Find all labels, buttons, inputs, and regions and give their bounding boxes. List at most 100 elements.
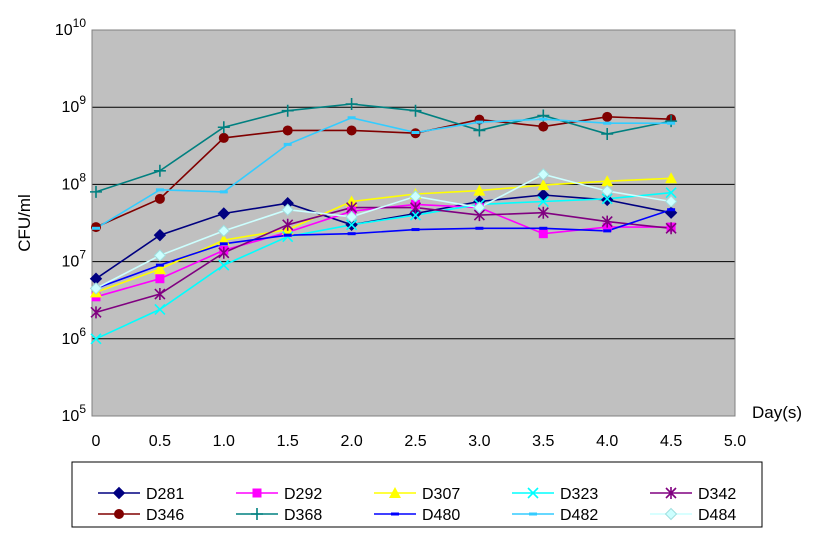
y-tick-label: 105 bbox=[62, 402, 87, 425]
x-tick-label: 0.5 bbox=[149, 433, 171, 450]
x-tick-label: 0 bbox=[92, 433, 101, 450]
x-axis-label: Day(s) bbox=[752, 403, 802, 422]
data-point-d484 bbox=[537, 168, 550, 181]
data-point-d480 bbox=[667, 208, 676, 212]
plot-frame bbox=[91, 29, 736, 417]
series-line-d342 bbox=[95, 206, 672, 314]
data-point-d484 bbox=[473, 201, 486, 214]
legend-label-d346: D346 bbox=[146, 507, 184, 524]
legend-label-d482: D482 bbox=[560, 507, 598, 524]
data-point-d307 bbox=[153, 263, 166, 275]
data-point-d323 bbox=[154, 303, 166, 316]
y-axis-label: CFU/ml bbox=[15, 194, 34, 252]
data-point-d484 bbox=[217, 224, 231, 238]
data-point-d323 bbox=[218, 259, 230, 271]
series-markers bbox=[89, 98, 678, 345]
data-point-d482 bbox=[411, 131, 420, 135]
data-point-d482 bbox=[347, 116, 356, 120]
data-point-d342 bbox=[409, 201, 422, 214]
data-point-d480 bbox=[539, 226, 548, 230]
x-tick-label: 1.5 bbox=[277, 433, 299, 450]
data-point-d323 bbox=[601, 193, 613, 205]
series-line-d323 bbox=[95, 191, 672, 340]
data-point-d323 bbox=[282, 231, 294, 243]
legend-marker-d482 bbox=[529, 512, 537, 516]
data-point-d342 bbox=[282, 218, 294, 231]
legend-label-d368: D368 bbox=[284, 507, 322, 524]
legend-marker-d346 bbox=[114, 509, 124, 519]
data-point-d484 bbox=[664, 195, 678, 208]
legend-marker-d342 bbox=[665, 487, 677, 499]
data-point-d368 bbox=[665, 115, 678, 128]
data-point-d307 bbox=[665, 172, 678, 184]
y-tick-base: 10 bbox=[62, 254, 80, 271]
y-tick-label: 109 bbox=[62, 93, 87, 116]
data-point-d482 bbox=[219, 190, 228, 194]
data-point-d368 bbox=[345, 98, 358, 111]
legend-marker-d307 bbox=[389, 487, 401, 498]
series-line-d482 bbox=[95, 116, 672, 229]
y-tick-base: 10 bbox=[62, 331, 80, 348]
series-lines bbox=[95, 103, 672, 340]
data-point-d307 bbox=[537, 179, 550, 191]
data-point-d342 bbox=[218, 246, 230, 259]
data-point-d323 bbox=[665, 187, 677, 199]
data-point-d342 bbox=[665, 222, 677, 235]
data-point-d480 bbox=[603, 229, 612, 233]
data-point-d484 bbox=[345, 210, 358, 224]
data-point-d482 bbox=[603, 121, 612, 125]
y-tick-label: 107 bbox=[62, 248, 87, 271]
y-tick-base: 10 bbox=[55, 22, 73, 39]
data-point-d480 bbox=[219, 242, 228, 246]
data-point-d346 bbox=[346, 125, 357, 136]
series-line-d480 bbox=[95, 208, 672, 290]
data-point-d342 bbox=[90, 306, 102, 319]
data-point-d482 bbox=[539, 117, 548, 121]
data-point-d482 bbox=[667, 121, 676, 125]
data-point-d480 bbox=[411, 228, 420, 232]
legend-label-d480: D480 bbox=[422, 507, 460, 524]
legend: D281 D292 D307 D323 D342 D346 D368 D480 D482 D484 bbox=[98, 486, 736, 524]
legend-label-d292: D292 bbox=[284, 486, 322, 503]
legend-label-d484: D484 bbox=[698, 507, 736, 524]
series-line-d368 bbox=[95, 103, 672, 193]
y-tick-label: 1010 bbox=[55, 16, 86, 39]
data-point-d323 bbox=[90, 333, 102, 345]
x-tick-label: 2.0 bbox=[340, 433, 362, 450]
x-tick-label: 5.0 bbox=[724, 433, 746, 450]
data-point-d281 bbox=[217, 207, 231, 220]
legend-marker-d281 bbox=[112, 486, 126, 500]
x-tick-label: 3.0 bbox=[468, 433, 490, 450]
legend-marker-d480 bbox=[391, 512, 399, 516]
y-tick-base: 10 bbox=[62, 408, 80, 425]
data-point-d482 bbox=[283, 142, 292, 146]
data-point-d480 bbox=[155, 263, 164, 267]
data-point-d480 bbox=[283, 233, 292, 237]
legend-marker-d292 bbox=[252, 488, 262, 498]
data-point-d480 bbox=[475, 226, 484, 230]
y-tick-label: 108 bbox=[62, 170, 87, 193]
data-point-d292 bbox=[538, 229, 548, 239]
legend-box bbox=[71, 461, 763, 528]
legend-label-d307: D307 bbox=[422, 486, 460, 503]
y-tick-exponent: 5 bbox=[79, 402, 86, 416]
y-tick-base: 10 bbox=[62, 99, 80, 116]
y-tick-label: 106 bbox=[62, 325, 87, 348]
data-point-d368 bbox=[153, 164, 166, 177]
data-point-d342 bbox=[537, 206, 549, 219]
data-point-d346 bbox=[282, 125, 293, 136]
data-point-d482 bbox=[92, 226, 100, 230]
legend-marker-d368 bbox=[251, 508, 263, 520]
data-point-d346 bbox=[154, 193, 165, 204]
data-point-d484 bbox=[89, 282, 103, 295]
data-point-d484 bbox=[600, 184, 614, 198]
data-point-d480 bbox=[347, 232, 356, 236]
data-point-d323 bbox=[537, 195, 549, 208]
y-tick-base: 10 bbox=[62, 176, 80, 193]
data-point-d484 bbox=[153, 249, 167, 262]
legend-marker-d323 bbox=[527, 487, 539, 499]
x-tick-label: 4.0 bbox=[596, 433, 618, 450]
series-line-d484 bbox=[95, 173, 672, 290]
data-point-d482 bbox=[155, 188, 164, 192]
plot-area bbox=[92, 30, 735, 416]
